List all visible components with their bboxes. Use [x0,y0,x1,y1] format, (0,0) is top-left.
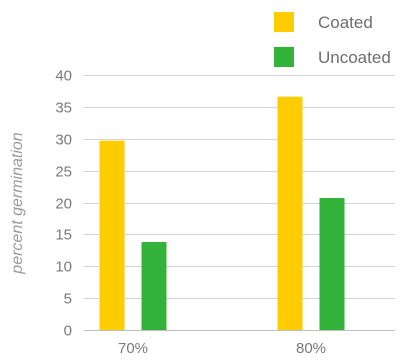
y-axis-ticks: 0 5 10 15 20 25 30 35 40 [55,68,72,340]
y-tick-label-0: 0 [64,323,72,340]
bar-coated-0 [99,140,125,330]
y-tick-label-25: 25 [55,164,72,181]
y-axis-title: percent germination [9,132,26,275]
x-tick-label-0: 70% [118,340,148,357]
y-tick-label-30: 30 [55,132,72,149]
y-tick-label-40: 40 [55,68,72,85]
x-tick-label-1: 80% [296,340,326,357]
legend-label-coated: Coated [318,13,373,32]
legend-label-uncoated: Uncoated [318,48,391,67]
bar-marks [99,96,345,330]
legend-swatch-uncoated [274,47,294,67]
chart-legend: Coated Uncoated [274,12,391,67]
bar-coated-1 [277,96,303,330]
legend-swatch-coated [274,12,294,32]
x-axis-ticks: 70% 80% [118,340,326,357]
y-gridlines [84,75,395,331]
y-tick-label-20: 20 [55,196,72,213]
bar-uncoated-0 [141,242,167,330]
bar-uncoated-1 [319,198,345,330]
y-tick-label-5: 5 [64,291,72,308]
y-tick-label-10: 10 [55,259,72,276]
y-tick-label-35: 35 [55,100,72,117]
y-tick-label-15: 15 [55,227,72,244]
